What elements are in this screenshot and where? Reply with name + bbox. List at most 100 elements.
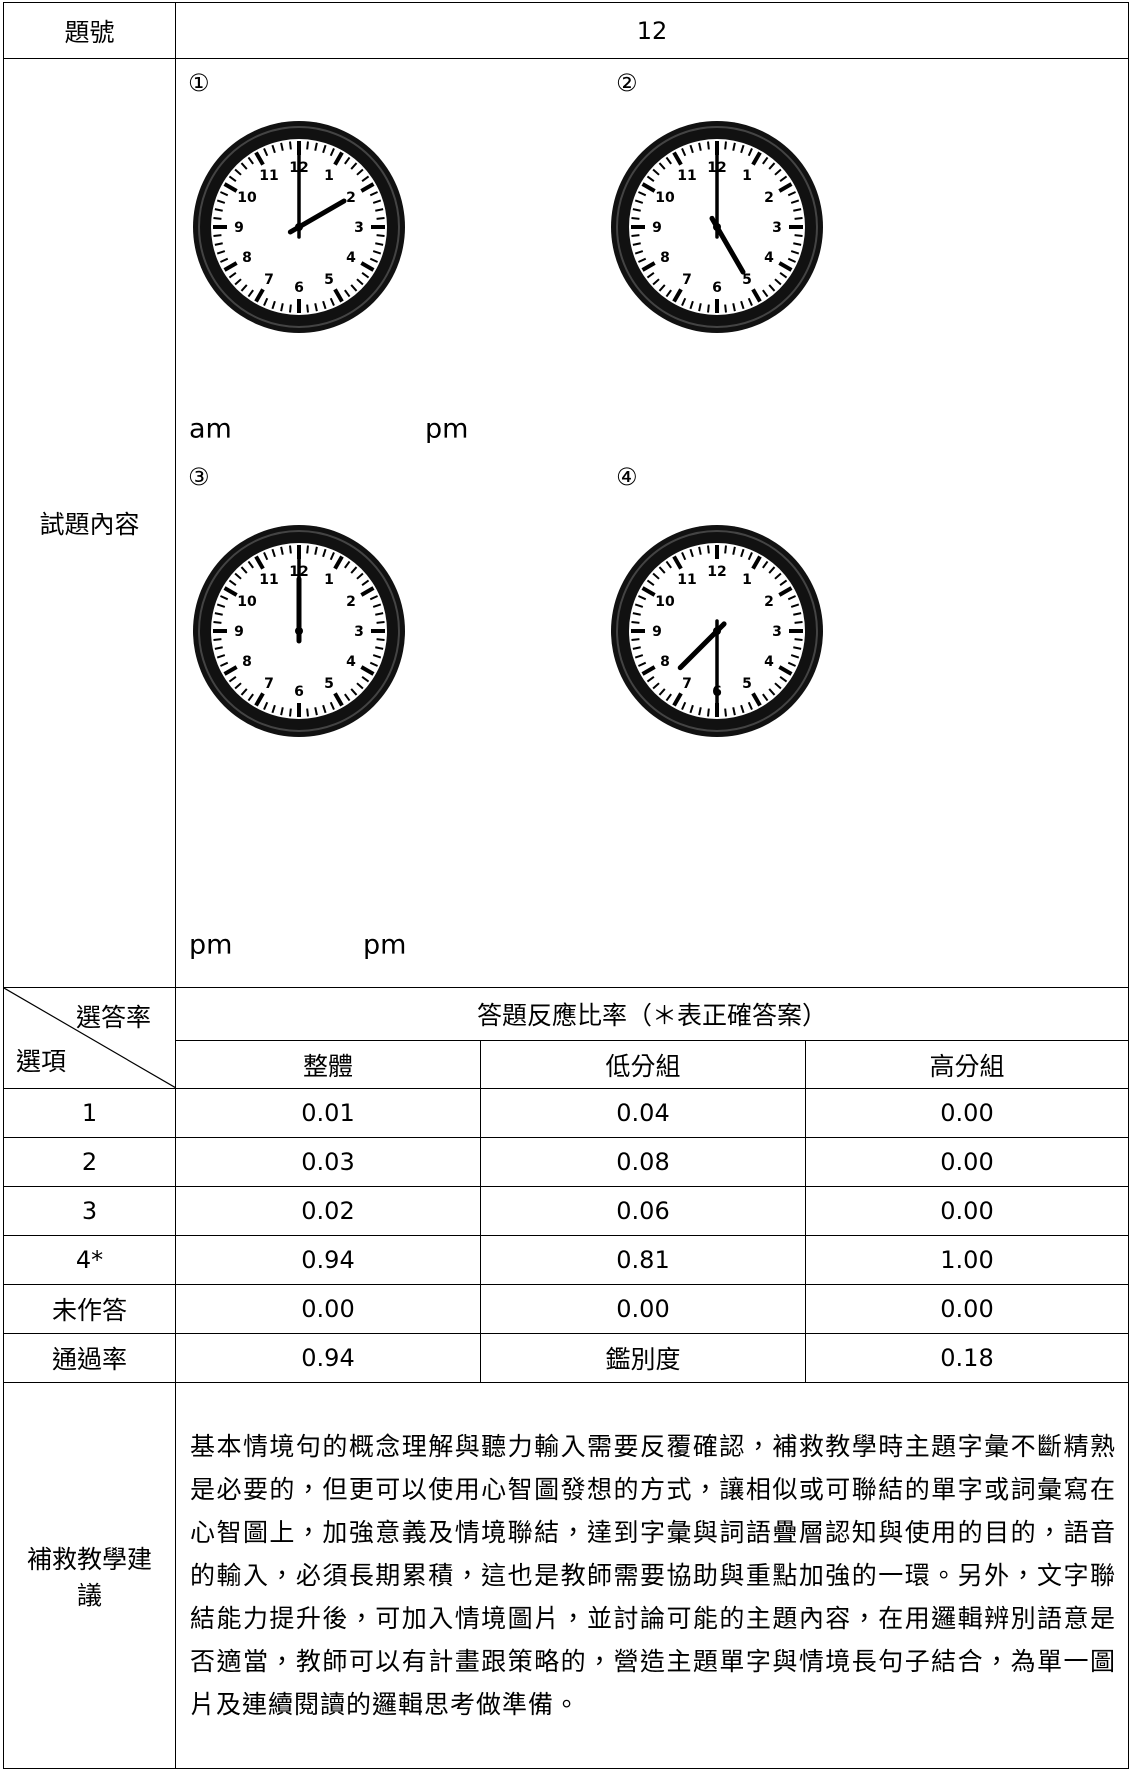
cell-value: 0.00: [805, 1088, 1129, 1138]
clock-tick: [778, 665, 793, 676]
clock-tick: [778, 182, 793, 193]
clock-tick: [289, 708, 292, 717]
dial-number: 4: [346, 654, 356, 670]
clock-tick: [794, 234, 803, 237]
clock-tick: [707, 304, 710, 313]
clock-tick: [672, 555, 683, 570]
dial-number: 10: [655, 594, 675, 610]
content-row: 試題內容 ① ② ③ ④ am pm pm pm 121234567891011…: [3, 58, 1129, 988]
clock-tick: [344, 156, 351, 165]
clock-tick: [234, 278, 242, 286]
clock-tick: [360, 261, 375, 272]
clock-tick: [774, 168, 782, 176]
cell-value: 0.01: [175, 1088, 481, 1138]
clock-tick: [793, 612, 802, 616]
clock-tick: [314, 303, 318, 312]
clock-tick: [220, 595, 229, 601]
clock-tick: [793, 646, 802, 650]
clock-tick: [289, 304, 292, 313]
header-row: 題號 12: [3, 2, 1129, 59]
row-label: 4*: [3, 1235, 176, 1285]
dial-number: 8: [242, 654, 252, 670]
clock-tick: [790, 199, 800, 204]
dial-number: 11: [259, 168, 278, 184]
clock-tick: [751, 692, 762, 707]
clock-tick: [634, 250, 644, 255]
clock-tick: [740, 548, 745, 558]
clock-tick: [247, 693, 254, 702]
clock-tick: [271, 548, 276, 558]
dial-number: 2: [764, 190, 774, 206]
response-title: 答題反應比率（＊表正確答案）: [175, 987, 1129, 1041]
clock-tick: [220, 191, 229, 197]
cell-value: 0.08: [480, 1137, 806, 1187]
clock-tick: [372, 603, 382, 608]
clock-tick: [220, 257, 229, 263]
dial-number: 9: [652, 220, 662, 236]
clock-tick: [213, 217, 222, 220]
dial-number: 1: [324, 168, 334, 184]
clock-tick: [787, 257, 796, 263]
clock-tick: [779, 175, 788, 182]
clock-tick: [681, 552, 687, 561]
clock-tick: [751, 555, 762, 570]
dial-number: 5: [742, 272, 752, 288]
clock-tick: [778, 261, 793, 272]
clock-tick: [774, 572, 782, 580]
clock-tick: [369, 595, 378, 601]
clock-tick: [672, 288, 683, 303]
clock-tick: [631, 638, 640, 641]
clock-tick: [779, 579, 788, 586]
dial-number: 8: [242, 250, 252, 266]
clock-tick: [672, 692, 683, 707]
clock-tick: [747, 297, 753, 306]
clock-tick: [634, 654, 644, 659]
clock-tick: [247, 156, 254, 165]
clock-tick: [228, 272, 237, 279]
clock-tick: [322, 144, 327, 154]
dial-number: 9: [234, 624, 244, 640]
clock-tick: [240, 162, 248, 170]
clock-tick: [356, 278, 364, 286]
clock-tick: [751, 151, 762, 166]
clock-tick: [254, 288, 265, 303]
clock-rim-edge: [616, 530, 818, 732]
dial-number: 8: [660, 250, 670, 266]
clock-tick: [234, 572, 242, 580]
clock-tick: [652, 278, 660, 286]
clock-tick: [376, 621, 385, 624]
clock-tick: [263, 148, 269, 157]
clock-tick: [638, 595, 647, 601]
clock-tick: [646, 676, 655, 683]
clock-tick: [376, 217, 385, 220]
option-caption: pm: [189, 929, 233, 961]
clock-tick: [652, 572, 660, 580]
clock-tick: [271, 144, 276, 154]
clock-tick: [372, 199, 382, 204]
clock-tick: [747, 701, 753, 710]
row-label: 3: [3, 1186, 176, 1236]
clock-tick: [306, 304, 309, 313]
clock: 121234567891011: [611, 525, 823, 737]
clock-tick: [732, 546, 736, 555]
clock-tick: [216, 250, 226, 255]
clock-tick: [768, 688, 776, 696]
clock-tick: [794, 621, 803, 624]
clock-tick: [361, 272, 370, 279]
clock-tick: [322, 300, 327, 310]
clock-tick: [631, 234, 640, 237]
clock-tick: [794, 217, 803, 220]
cell-value: 0.00: [805, 1186, 1129, 1236]
clock-tick: [372, 654, 382, 659]
clock-tick: [665, 289, 672, 298]
dial-number: 3: [354, 624, 364, 640]
clock-tick: [707, 708, 710, 717]
clock-tick: [263, 297, 269, 306]
corner-top: 選答率: [75, 1003, 151, 1032]
clock-tick: [632, 612, 641, 616]
clock-tick: [356, 168, 364, 176]
dial-number: 11: [259, 572, 278, 588]
clock-tick: [740, 704, 745, 714]
clock-tick: [214, 612, 223, 616]
clock-tick: [681, 297, 687, 306]
